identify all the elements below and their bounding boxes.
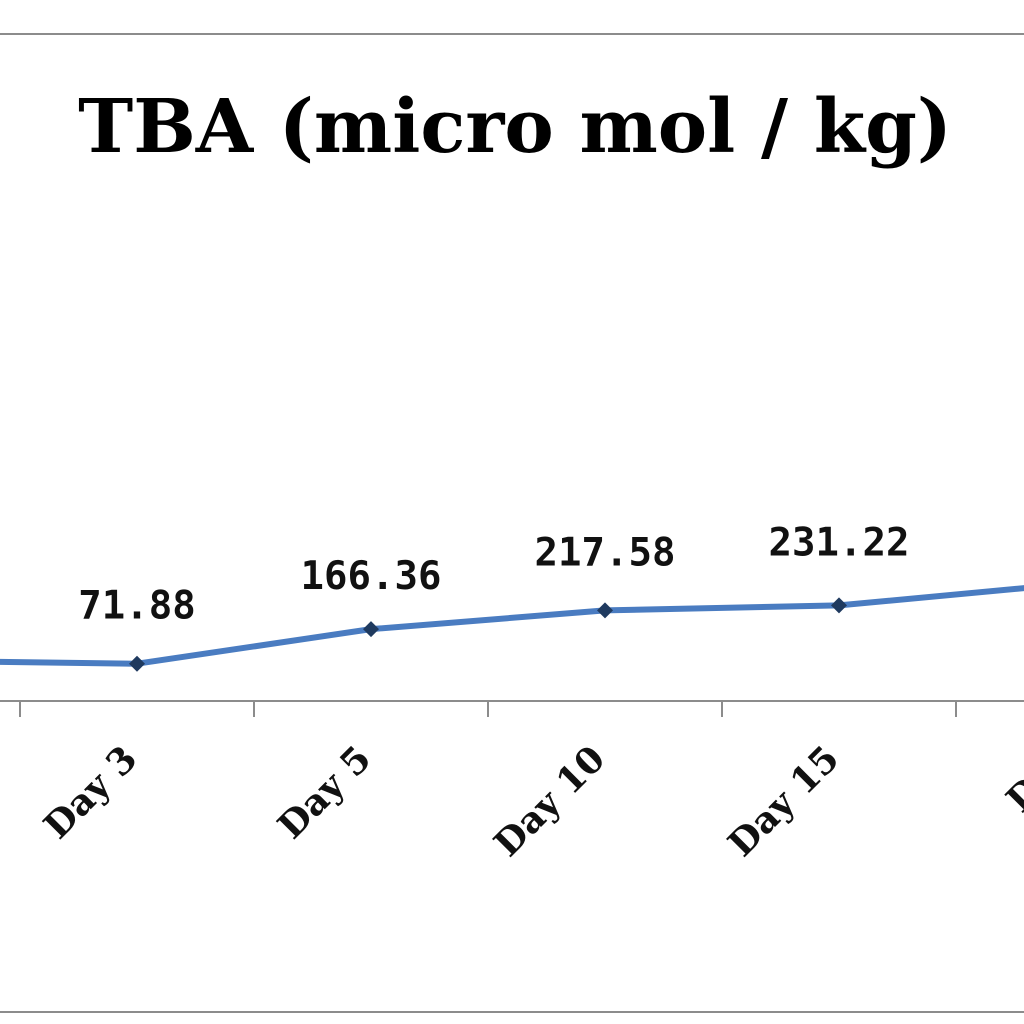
data-label: 231.22 <box>769 520 910 565</box>
data-label: 166.36 <box>301 554 442 599</box>
data-label: 217.58 <box>535 530 676 575</box>
series-markers <box>129 597 847 672</box>
data-point-marker <box>597 602 613 619</box>
x-axis-ticks <box>19 701 957 717</box>
data-point-marker <box>831 597 847 614</box>
data-label: 71.88 <box>78 584 195 629</box>
data-point-marker <box>129 655 145 672</box>
data-point-marker <box>363 621 379 638</box>
chart-border <box>0 33 1024 1013</box>
chart-title: TBA (micro mol / kg) <box>78 84 952 170</box>
